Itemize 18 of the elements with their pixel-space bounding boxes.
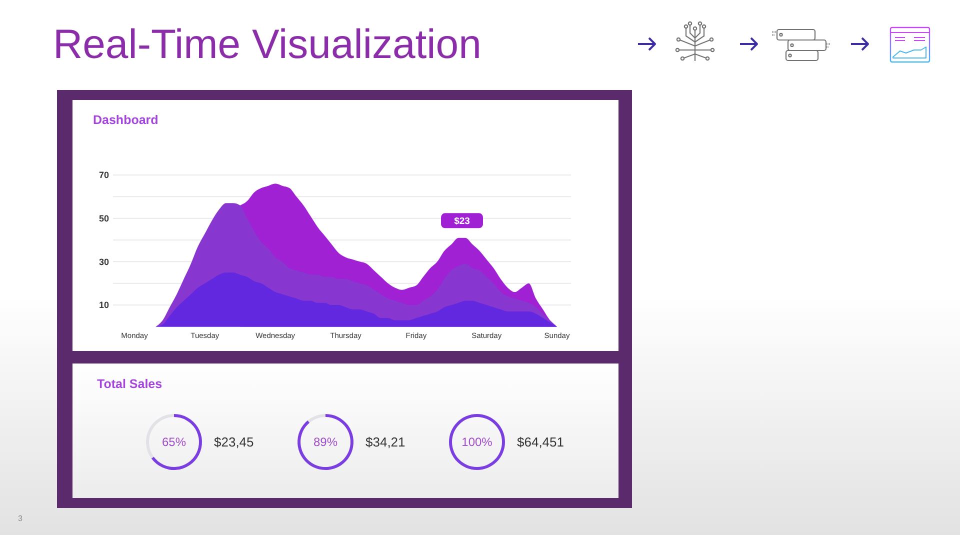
data-label: 89% — [313, 435, 338, 450]
donut-slice — [298, 414, 354, 470]
donut-slice — [151, 414, 202, 470]
y-tick-label: 70 — [98, 170, 109, 180]
text: $23,45 — [214, 434, 254, 450]
data-label: 100% — [462, 435, 493, 450]
chart-title: Total Sales — [97, 377, 162, 391]
annotation: $23 — [454, 216, 470, 228]
text: $34,21 — [366, 434, 406, 450]
chart-subtitle: Dashboard — [93, 113, 158, 127]
text: $64,451 — [517, 434, 564, 450]
y-tick-label: 50 — [98, 213, 109, 224]
y-tick-label: 10 — [98, 300, 109, 310]
chart-title: Real-Time Visualization — [53, 21, 482, 67]
donut-slice — [308, 414, 326, 423]
y-tick-label: 30 — [98, 256, 109, 267]
data-label: 65% — [162, 435, 186, 450]
text: 3 — [18, 514, 23, 523]
